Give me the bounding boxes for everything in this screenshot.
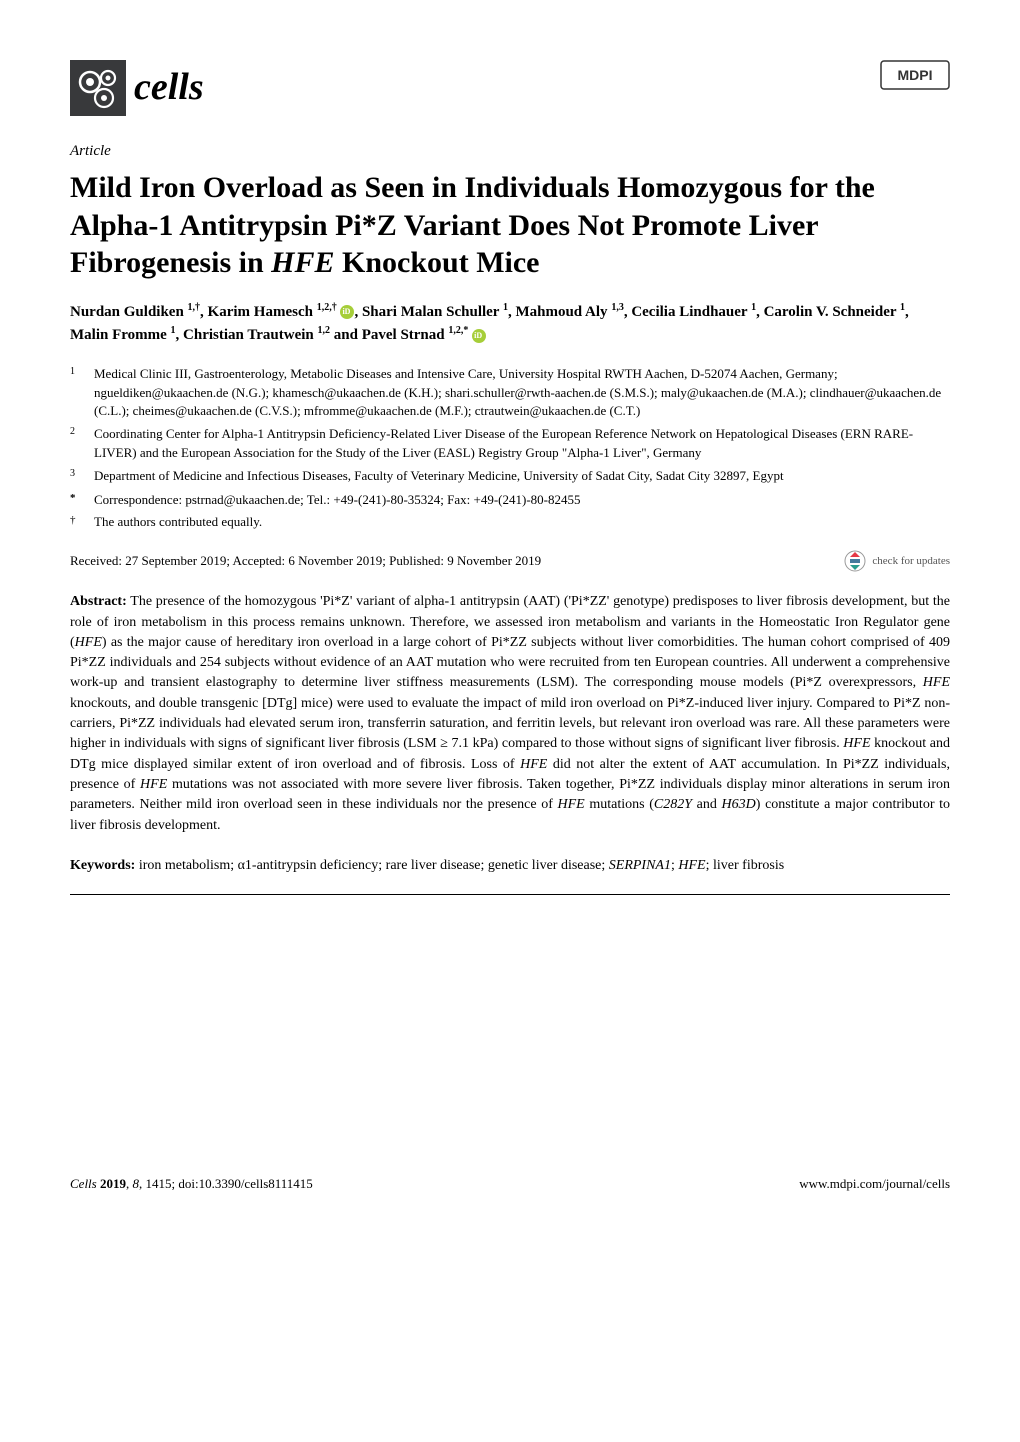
affil-text: Correspondence: pstrnad@ukaachen.de; Tel…	[94, 491, 581, 510]
affiliation-item: * Correspondence: pstrnad@ukaachen.de; T…	[94, 491, 950, 510]
affil-text: Coordinating Center for Alpha-1 Antitryp…	[94, 425, 950, 463]
author: Cecilia Lindhauer	[631, 304, 747, 320]
dates-text: Received: 27 September 2019; Accepted: 6…	[70, 552, 541, 570]
author-sup: 1,3	[611, 302, 624, 313]
abstract: Abstract: The presence of the homozygous…	[70, 592, 950, 836]
author: Carolin V. Schneider	[764, 304, 897, 320]
affil-marker-sup: 1	[70, 366, 75, 377]
footer-citation: Cells 2019, 8, 1415; doi:10.3390/cells81…	[70, 1175, 313, 1193]
mdpi-logo-icon: MDPI	[880, 60, 950, 90]
author: Mahmoud Aly	[515, 304, 607, 320]
journal-logo: cells	[70, 60, 204, 116]
author: Shari Malan Schuller	[362, 304, 499, 320]
orcid-icon[interactable]	[340, 305, 354, 319]
header-row: cells MDPI	[70, 60, 950, 116]
article-type: Article	[70, 141, 950, 161]
affiliation-item: † The authors contributed equally.	[94, 513, 950, 532]
affiliation-item: 3 Department of Medicine and Infectious …	[94, 467, 950, 487]
dates-row: Received: 27 September 2019; Accepted: 6…	[70, 550, 950, 572]
abstract-text: The presence of the homozygous 'Pi*Z' va…	[70, 594, 950, 832]
article-title: Mild Iron Overload as Seen in Individual…	[70, 169, 950, 282]
author: Malin Fromme	[70, 327, 167, 343]
affil-marker: †	[70, 513, 94, 532]
author-sup: 1	[171, 325, 176, 336]
author: Karim Hamesch	[208, 304, 313, 320]
affil-marker: *	[70, 491, 94, 510]
affil-marker-sup: 3	[70, 468, 75, 479]
svg-text:MDPI: MDPI	[898, 67, 933, 83]
affil-marker-sup: 2	[70, 426, 75, 437]
affil-marker: 3	[70, 467, 94, 487]
check-updates-badge[interactable]: check for updates	[844, 550, 950, 572]
affiliation-item: 2 Coordinating Center for Alpha-1 Antitr…	[94, 425, 950, 463]
affil-text: Medical Clinic III, Gastroenterology, Me…	[94, 365, 950, 422]
abstract-label: Abstract:	[70, 594, 127, 609]
author-sup: 1,2,†	[317, 302, 337, 313]
orcid-icon[interactable]	[472, 329, 486, 343]
keywords-label: Keywords:	[70, 858, 135, 873]
keywords: Keywords: iron metabolism; α1-antitrypsi…	[70, 856, 950, 895]
author-sup: 1	[503, 302, 508, 313]
author: Christian Trautwein	[183, 327, 314, 343]
author: Pavel Strnad	[362, 327, 445, 343]
check-updates-icon	[844, 550, 866, 572]
author-sup: 1	[900, 302, 905, 313]
author-sup: 1,†	[188, 302, 201, 313]
affiliation-item: 1 Medical Clinic III, Gastroenterology, …	[94, 365, 950, 422]
affil-marker: 2	[70, 425, 94, 463]
author: Nurdan Guldiken	[70, 304, 184, 320]
footer: Cells 2019, 8, 1415; doi:10.3390/cells81…	[70, 1175, 950, 1193]
author-sup: 1,2	[318, 325, 331, 336]
author-sup: 1,2,*	[448, 325, 468, 336]
cells-logo-icon	[70, 60, 126, 116]
affil-marker: 1	[70, 365, 94, 422]
affil-text: Department of Medicine and Infectious Di…	[94, 467, 784, 487]
keywords-text: iron metabolism; α1-antitrypsin deficien…	[139, 858, 784, 873]
journal-name: cells	[134, 62, 204, 113]
footer-url[interactable]: www.mdpi.com/journal/cells	[799, 1175, 950, 1193]
affiliations: 1 Medical Clinic III, Gastroenterology, …	[70, 365, 950, 533]
affil-marker-sym: *	[70, 492, 76, 504]
footer-journal: Cells	[70, 1176, 97, 1191]
authors-list: Nurdan Guldiken 1,†, Karim Hamesch 1,2,†…	[70, 300, 950, 347]
affil-text: The authors contributed equally.	[94, 513, 262, 532]
footer-year: 2019	[100, 1176, 126, 1191]
affil-marker-sym: †	[70, 514, 76, 526]
author-sup: 1	[751, 302, 756, 313]
check-updates-label: check for updates	[872, 554, 950, 569]
